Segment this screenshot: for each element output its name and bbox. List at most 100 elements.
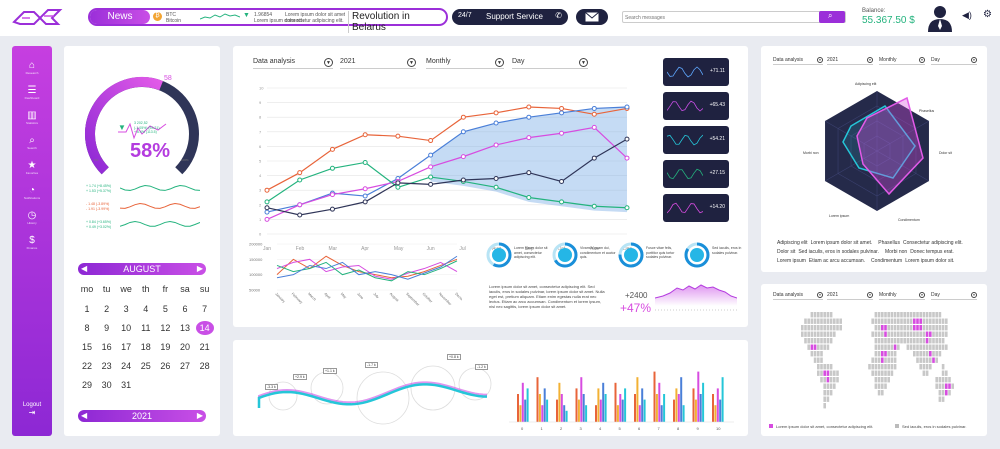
calendar-day[interactable]: 26 <box>160 361 171 371</box>
sidebar-item-dashboard[interactable]: ☰ Dashboard <box>12 85 52 100</box>
granularity-dropdown[interactable]: Day ▼ <box>512 58 588 69</box>
calendar-day-selected[interactable]: 14 <box>195 321 214 335</box>
map-dot <box>829 370 833 376</box>
radar-axis-label: Morbi non <box>803 151 819 155</box>
map-dot <box>823 403 826 409</box>
calendar-day[interactable]: 23 <box>101 361 112 371</box>
year-dropdown[interactable]: 2021 ▼ <box>827 292 873 300</box>
calendar-day[interactable]: 31 <box>121 380 132 390</box>
gauge-fill <box>85 77 163 175</box>
x-tick-label: 7 <box>658 426 661 431</box>
radar-spoke <box>824 150 878 182</box>
calendar-day[interactable]: 16 <box>101 342 112 352</box>
calendar-day[interactable]: 9 <box>104 323 110 333</box>
map-dot <box>836 325 839 331</box>
analysis-dropdown[interactable]: Data analysis ▼ <box>773 292 823 300</box>
calendar-day[interactable]: 15 <box>81 342 92 352</box>
map-dot <box>890 351 894 357</box>
mini-stat-card[interactable]: +65.43 <box>663 92 729 120</box>
calendar-day[interactable]: 11 <box>141 323 151 333</box>
search-input[interactable] <box>625 13 815 22</box>
sidebar-item-statistics[interactable]: ▥ Statistics <box>12 110 52 125</box>
granularity-dropdown[interactable]: Day ▼ <box>931 57 977 65</box>
sidebar-item-finance[interactable]: $ Finance <box>12 235 52 250</box>
calendar-day[interactable]: 6 <box>182 304 188 314</box>
next-month-icon[interactable]: ▶ <box>196 264 203 273</box>
logout-icon: ⇥ <box>28 408 36 417</box>
x-tick-label: Apr <box>361 246 369 252</box>
support-button[interactable]: 24/7 Support Service ✆ <box>452 9 568 25</box>
search-icon: ⌕ <box>828 11 833 20</box>
calendar-day[interactable]: 7 <box>202 304 208 314</box>
calendar-day[interactable]: 12 <box>160 323 171 333</box>
calendar-day[interactable]: 2 <box>104 304 110 314</box>
calendar-day[interactable]: 19 <box>160 342 171 352</box>
mini-stat-card[interactable]: +27.15 <box>663 160 729 188</box>
mail-button[interactable] <box>576 9 608 25</box>
calendar-day[interactable]: 17 <box>121 342 132 352</box>
calendar-day[interactable]: 18 <box>140 342 151 352</box>
sidebar-item-research[interactable]: ⌂ Research <box>12 60 52 75</box>
bar <box>614 382 617 422</box>
map-dot <box>826 396 830 402</box>
mini-stat-card[interactable]: +54.21 <box>663 126 729 154</box>
calendar-day[interactable]: 1 <box>84 304 90 314</box>
year-dropdown[interactable]: 2021 ▼ <box>827 57 873 65</box>
logout-button[interactable]: Logout ⇥ <box>12 402 52 417</box>
sidebar-item-search[interactable]: ⌕ Search <box>12 135 52 150</box>
calendar-day[interactable]: 28 <box>199 361 210 371</box>
year-dropdown[interactable]: 2021 ▼ <box>340 58 416 69</box>
news-headline[interactable]: Revolution in Belarus <box>348 11 446 33</box>
news-ticker[interactable]: News ₿ BTC Bitcoin ▼ 1.96854 Lorem ipsum d… <box>88 8 448 33</box>
granularity-dropdown[interactable]: Day ▼ <box>931 292 977 300</box>
month-selector[interactable]: ◀ AUGUST ▶ <box>78 263 206 275</box>
x-tick-label: Jun <box>427 246 435 252</box>
calendar-day[interactable]: 27 <box>179 361 190 371</box>
mini-stat-card[interactable]: +71.11 <box>663 58 729 86</box>
map-dot <box>810 312 814 318</box>
map-dot <box>929 312 932 318</box>
period-dropdown[interactable]: Monthly ▼ <box>879 292 925 300</box>
avatar[interactable] <box>928 4 952 32</box>
calendar-day[interactable]: 25 <box>140 361 151 371</box>
x-tick-label: Jul <box>459 246 465 252</box>
prev-month-icon[interactable]: ◀ <box>81 264 88 273</box>
year-selector[interactable]: ◀ 2021 ▶ <box>78 410 206 422</box>
calendar-day[interactable]: 13 <box>179 323 190 333</box>
search-button[interactable]: ⌕ <box>819 11 845 23</box>
logo-icon[interactable] <box>10 6 64 30</box>
sidebar-item-notifications[interactable]: ◔ Notifications <box>12 185 52 200</box>
prev-year-icon[interactable]: ◀ <box>81 411 88 420</box>
map-dot <box>893 364 897 370</box>
calendar-day[interactable]: 30 <box>101 380 112 390</box>
data-point <box>362 193 368 199</box>
next-year-icon[interactable]: ▶ <box>196 411 203 420</box>
data-point <box>591 155 597 161</box>
period-dropdown[interactable]: Monthly ▼ <box>879 57 925 65</box>
calendar-day[interactable]: 3 <box>123 304 129 314</box>
calendar-day[interactable]: 24 <box>121 361 132 371</box>
calendar-day[interactable]: 10 <box>121 323 132 333</box>
calendar-day[interactable]: 22 <box>81 361 92 371</box>
sidebar-item-history[interactable]: ◷ History <box>12 210 52 225</box>
gear-icon[interactable]: ⚙ <box>983 9 992 20</box>
sidebar-item-favorites[interactable]: ★ Favorites <box>12 160 52 175</box>
weekday-label: fr <box>162 284 169 294</box>
analysis-dropdown[interactable]: Data analysis ▼ <box>253 58 333 69</box>
calendar-day[interactable]: 20 <box>179 342 190 352</box>
legend-description: Etiam ac arcu accumsan. <box>808 258 866 264</box>
calendar-day[interactable]: 21 <box>199 342 210 352</box>
period-dropdown[interactable]: Monthly ▼ <box>426 58 504 69</box>
x-tick-label: December <box>454 292 462 307</box>
mini-stat-card[interactable]: +14.20 <box>663 194 729 222</box>
calendar-day[interactable]: 5 <box>162 304 168 314</box>
search-box[interactable]: ⌕ <box>622 11 846 23</box>
donut-center <box>690 248 704 262</box>
calendar-day[interactable]: 29 <box>81 380 92 390</box>
calendar-day[interactable]: 4 <box>143 304 149 314</box>
map-dot <box>881 383 884 389</box>
calendar-day[interactable]: 8 <box>84 323 90 333</box>
analysis-dropdown[interactable]: Data analysis ▼ <box>773 57 823 65</box>
volume-icon[interactable]: ◀) <box>962 10 972 20</box>
donut-center <box>558 248 572 262</box>
